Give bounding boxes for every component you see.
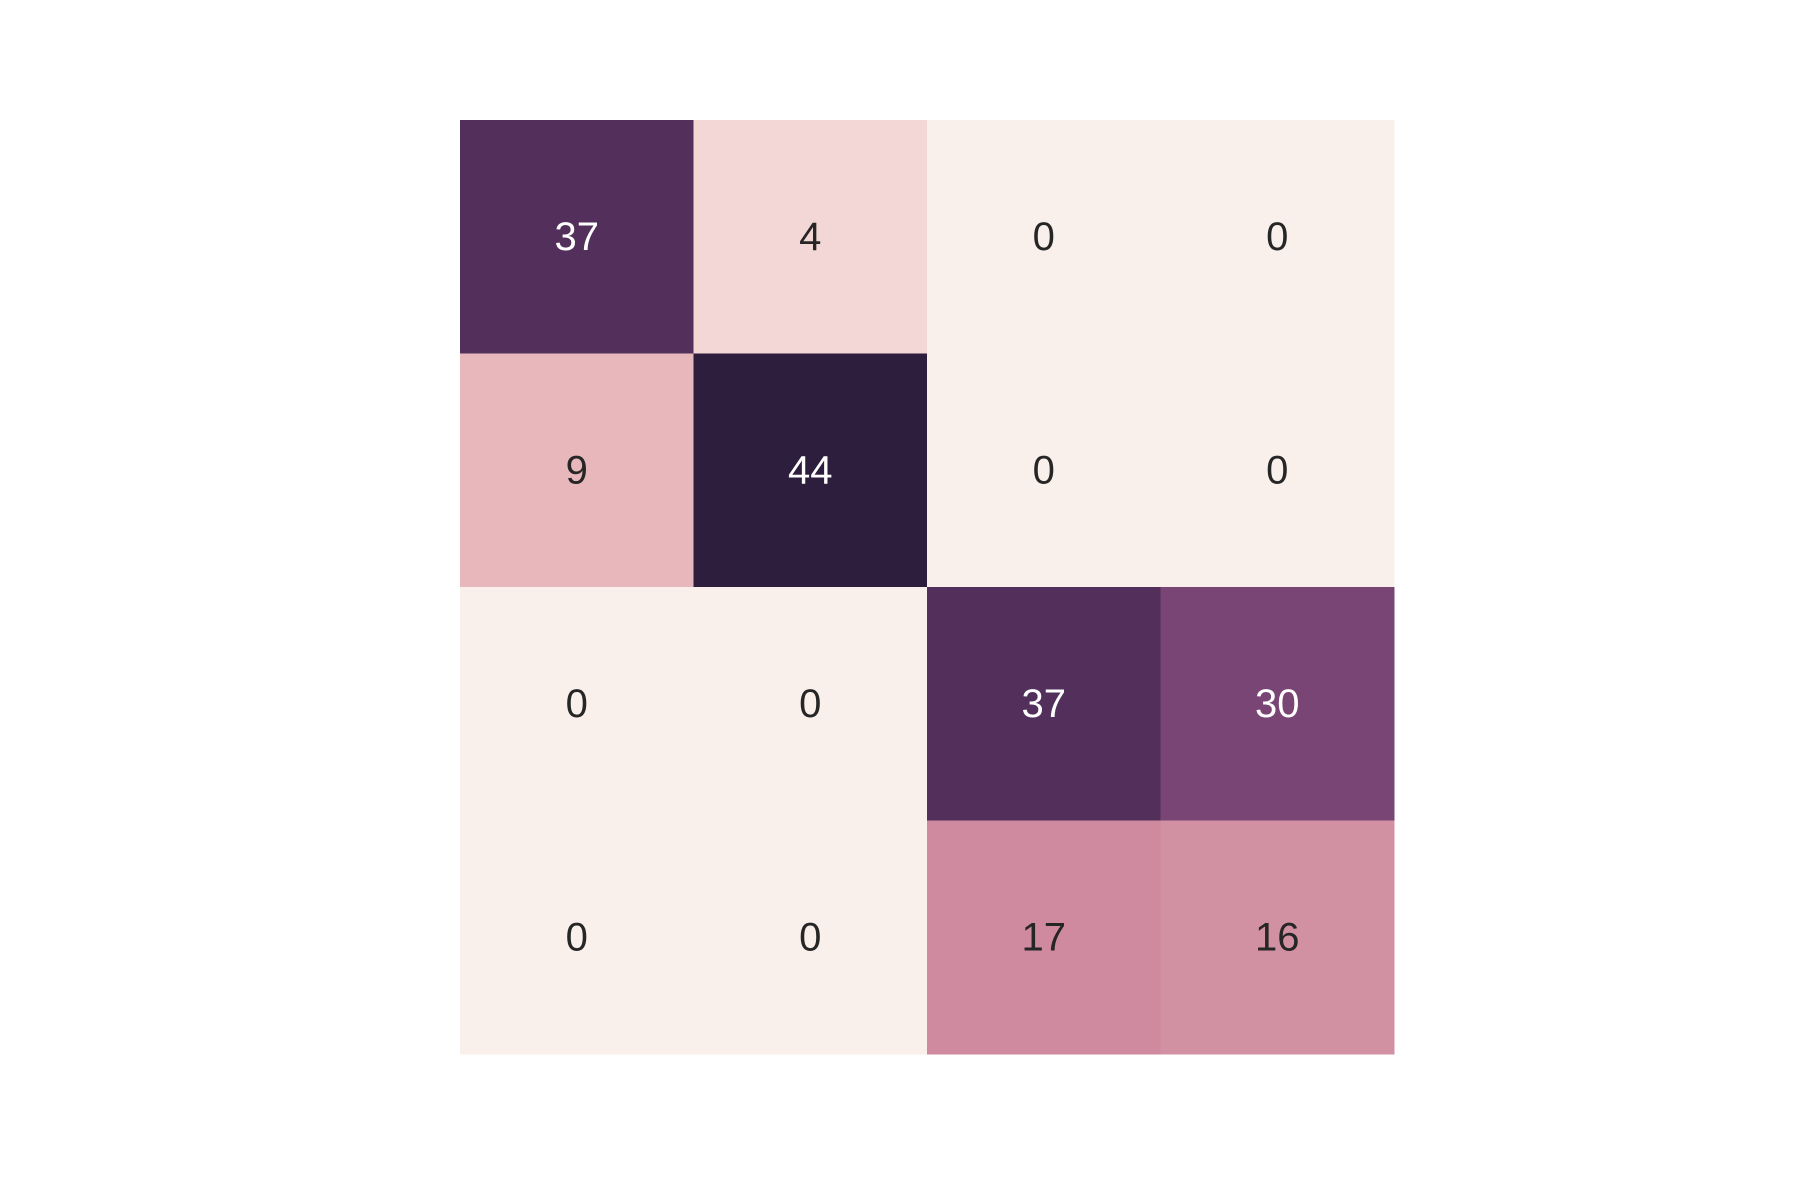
heatmap-cell-label-r3-c3: 16 [1255,915,1300,959]
heatmap-cell-label-r2-c2: 37 [1022,682,1067,726]
heatmap-cell-label-r1-c2: 0 [1033,448,1055,492]
heatmap-cell-r0-c2 [927,120,1161,354]
heatmap-cell-label-r1-c0: 9 [566,448,588,492]
heatmap-cell-label-r0-c1: 4 [799,215,821,259]
heatmap-cell-label-r0-c3: 0 [1266,215,1288,259]
heatmap-cell-label-r2-c0: 0 [566,682,588,726]
heatmap-cell-r0-c1 [693,120,928,354]
heatmap-cells [460,120,1395,1055]
heatmap-cell-label-r2-c3: 30 [1255,682,1300,726]
heatmap-cell-r0-c0 [460,120,694,354]
heatmap-cell-r2-c3 [1160,587,1395,821]
heatmap-cell-label-r1-c1: 44 [788,448,833,492]
heatmap-cell-label-r0-c2: 0 [1033,215,1055,259]
heatmap-cell-r3-c0 [460,820,694,1055]
heatmap-cell-r0-c3 [1160,120,1395,354]
heatmap-labels: 37 4 0 0 9 44 0 0 0 0 37 30 0 0 17 16 [555,215,1300,960]
heatmap-cell-r1-c1 [693,353,928,588]
heatmap-cell-r1-c2 [927,353,1161,588]
heatmap-cell-label-r3-c1: 0 [799,915,821,959]
heatmap-cell-r2-c1 [693,587,928,821]
heatmap-cell-r1-c0 [460,353,694,588]
heatmap-cell-r3-c1 [693,820,928,1055]
heatmap-cell-r2-c2 [927,587,1161,821]
heatmap-cell-r1-c3 [1160,353,1395,588]
heatmap-cell-label-r1-c3: 0 [1266,448,1288,492]
heatmap-cell-r2-c0 [460,587,694,821]
heatmap-cell-r3-c2 [927,820,1161,1055]
heatmap-cell-label-r0-c0: 37 [555,215,600,259]
heatmap-cell-r3-c3 [1160,820,1395,1055]
heatmap-cell-label-r3-c2: 17 [1022,915,1067,959]
heatmap-cell-label-r2-c1: 0 [799,682,821,726]
heatmap-cell-label-r3-c0: 0 [566,915,588,959]
